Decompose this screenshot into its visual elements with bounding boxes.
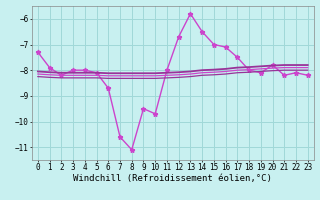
X-axis label: Windchill (Refroidissement éolien,°C): Windchill (Refroidissement éolien,°C) — [73, 174, 272, 183]
